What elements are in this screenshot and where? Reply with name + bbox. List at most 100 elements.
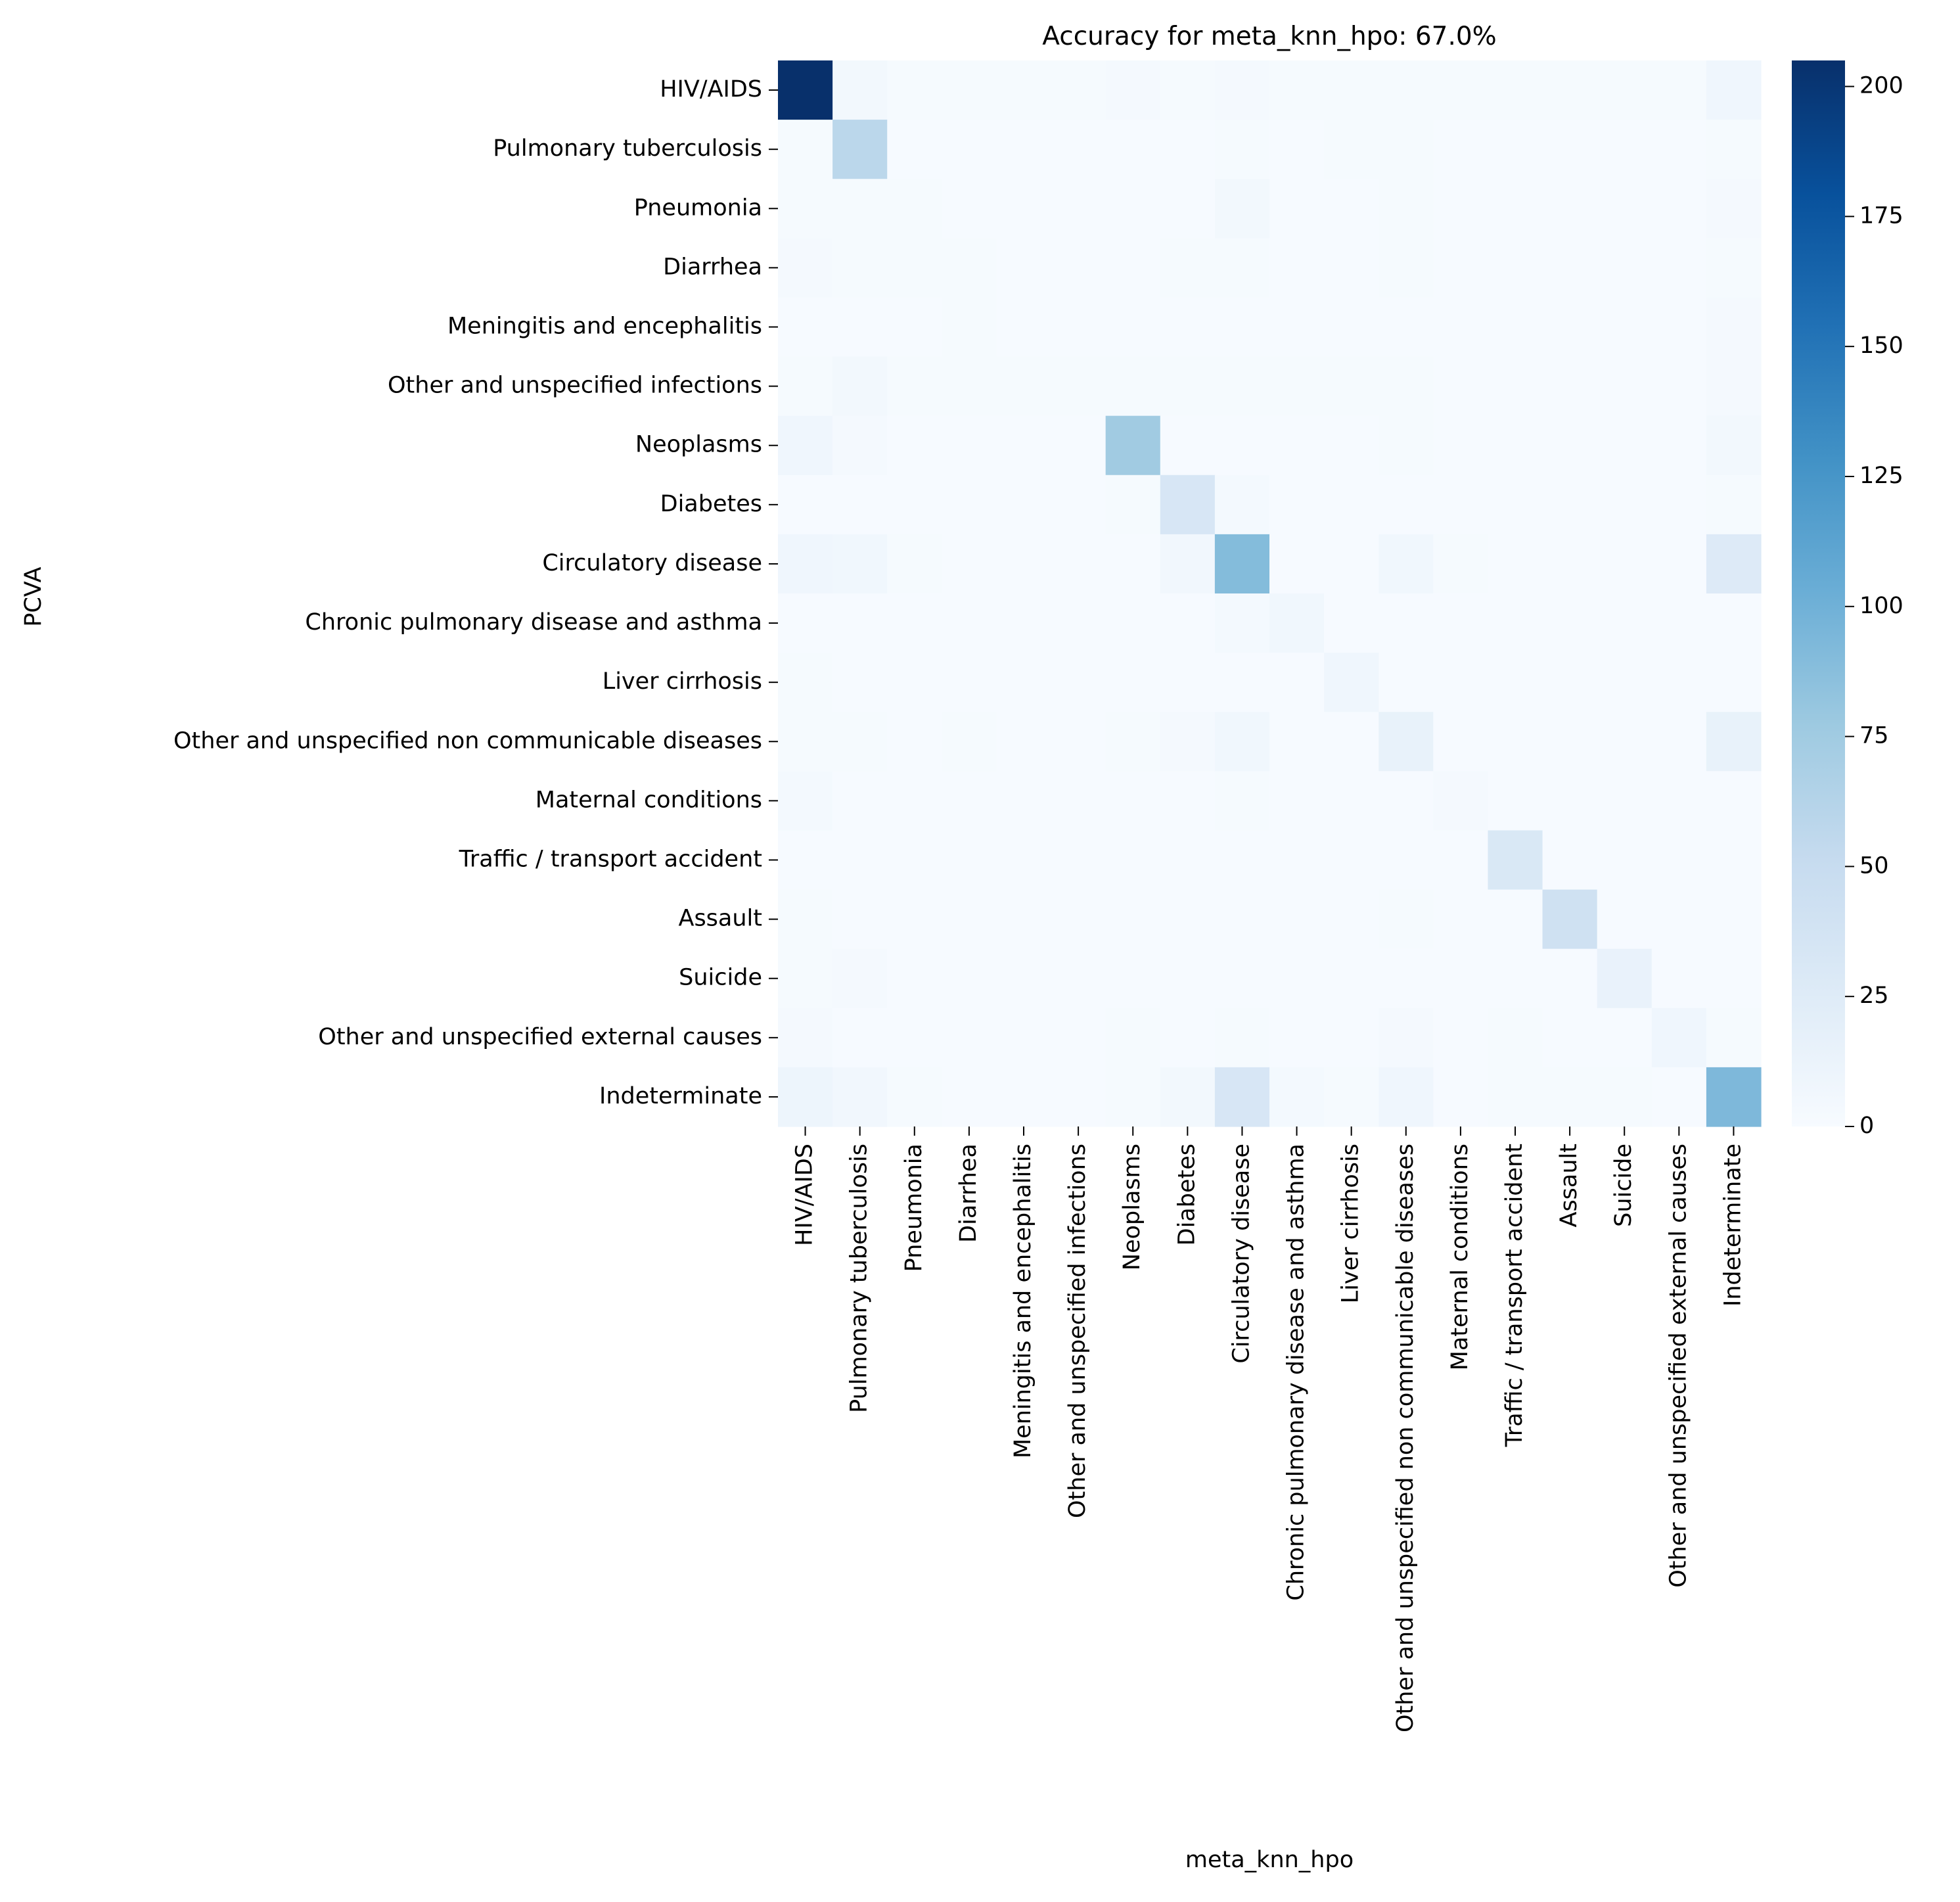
heatmap-cell (1324, 830, 1379, 891)
heatmap-cell (942, 60, 997, 120)
heatmap-cell (1269, 356, 1325, 417)
heatmap-cell (1706, 830, 1762, 891)
heatmap-cell (1105, 771, 1161, 831)
y-tick-label: Chronic pulmonary disease and asthma (305, 609, 762, 636)
heatmap-cell (887, 1008, 942, 1068)
heatmap-cell (1433, 1008, 1489, 1068)
heatmap-cell (778, 356, 833, 417)
heatmap-cell (1105, 475, 1161, 535)
chart-title: Accuracy for meta_knn_hpo: 67.0% (1042, 22, 1496, 51)
heatmap-cell (1488, 179, 1543, 239)
y-tick-label: Liver cirrhosis (603, 668, 762, 695)
heatmap-cell (1379, 712, 1434, 772)
heatmap-cell (1051, 653, 1106, 712)
heatmap-cell (1379, 120, 1434, 179)
heatmap-cell (1214, 534, 1270, 594)
heatmap-cell (1269, 120, 1325, 179)
heatmap-cell (1105, 830, 1161, 891)
heatmap-cell (1379, 179, 1434, 239)
heatmap-cell (1160, 297, 1216, 358)
heatmap-cell (1160, 1008, 1216, 1068)
heatmap-cell (1324, 771, 1379, 831)
heatmap-cell (778, 120, 833, 179)
heatmap-cell (832, 475, 888, 535)
heatmap-cell (942, 653, 997, 712)
heatmap-cell (1597, 771, 1652, 831)
heatmap-cell (1651, 889, 1707, 950)
heatmap-cell (1051, 1008, 1106, 1068)
heatmap-cell (1214, 356, 1270, 417)
heatmap-cell (1706, 238, 1762, 298)
heatmap-cell (1214, 948, 1270, 1009)
heatmap-cell (1324, 179, 1379, 239)
colorbar-tick-label: 200 (1859, 73, 1903, 99)
y-tick-label: Other and unspecified infections (388, 373, 762, 399)
heatmap-cell (1597, 120, 1652, 179)
heatmap-cell (1379, 60, 1434, 120)
heatmap-cell (1105, 653, 1161, 712)
heatmap-cell (1379, 948, 1434, 1009)
heatmap-cell (996, 179, 1052, 239)
heatmap-cell (778, 712, 833, 772)
heatmap-cell (1706, 771, 1762, 831)
heatmap-cell (942, 179, 997, 239)
heatmap-cell (887, 830, 942, 891)
heatmap-cell (1269, 830, 1325, 891)
heatmap-cell (1269, 948, 1325, 1009)
heatmap-cell (1214, 120, 1270, 179)
heatmap-cell (832, 712, 888, 772)
heatmap-cell (1105, 356, 1161, 417)
heatmap-cell (1160, 771, 1216, 831)
heatmap-cell (996, 120, 1052, 179)
heatmap-cell (1379, 653, 1434, 712)
heatmap-cell (1379, 297, 1434, 358)
heatmap-cell (1542, 297, 1598, 358)
heatmap-cell (1105, 948, 1161, 1009)
heatmap-cell (1269, 60, 1325, 120)
heatmap-cell (942, 356, 997, 417)
y-tick-label: Traffic / transport accident (459, 847, 762, 873)
heatmap-cell (1324, 889, 1379, 950)
heatmap-cell (1324, 60, 1379, 120)
heatmap-cell (1597, 356, 1652, 417)
heatmap-cell (778, 653, 833, 712)
heatmap-cell (996, 771, 1052, 831)
heatmap-cell (942, 889, 997, 950)
heatmap-cell (887, 948, 942, 1009)
heatmap-cell (1433, 356, 1489, 417)
y-tick-label: Diabetes (660, 491, 762, 517)
y-tick-label: Other and unspecified external causes (318, 1024, 762, 1050)
y-tick-label: Pneumonia (634, 195, 762, 221)
heatmap-cell (1214, 830, 1270, 891)
y-tick-label: Assault (679, 906, 763, 932)
heatmap-cell (942, 297, 997, 358)
heatmap-cell (1379, 238, 1434, 298)
heatmap-cell (1105, 1008, 1161, 1068)
x-axis-label: meta_knn_hpo (1185, 1847, 1354, 1873)
heatmap-cell (1051, 771, 1106, 831)
heatmap-cell (1214, 415, 1270, 476)
heatmap-cell (1214, 60, 1270, 120)
heatmap-cell (887, 889, 942, 950)
heatmap-cell (1706, 475, 1762, 535)
heatmap-cell (1379, 356, 1434, 417)
heatmap-cell (1651, 593, 1707, 653)
heatmap-cell (1706, 179, 1762, 239)
heatmap-cell (1105, 60, 1161, 120)
heatmap-cell (1651, 948, 1707, 1009)
colorbar (1792, 60, 1845, 1126)
colorbar-tick-label: 25 (1859, 983, 1889, 1009)
x-tick-label: Traffic / transport accident (1501, 1144, 1528, 1447)
heatmap-cell (1597, 179, 1652, 239)
heatmap-cell (1051, 475, 1106, 535)
heatmap-cell (1214, 238, 1270, 298)
heatmap-cell (1542, 593, 1598, 653)
heatmap-cell (1269, 297, 1325, 358)
heatmap-cell (887, 475, 942, 535)
y-axis-ticks: HIV/AIDS Pulmonary tuberculosis Pneumonia D… (173, 76, 778, 1109)
heatmap-cell (1488, 415, 1543, 476)
heatmap-cell (1160, 712, 1216, 772)
heatmap-cell (1542, 60, 1598, 120)
heatmap-cell (1542, 534, 1598, 594)
heatmap-cell (1051, 948, 1106, 1009)
